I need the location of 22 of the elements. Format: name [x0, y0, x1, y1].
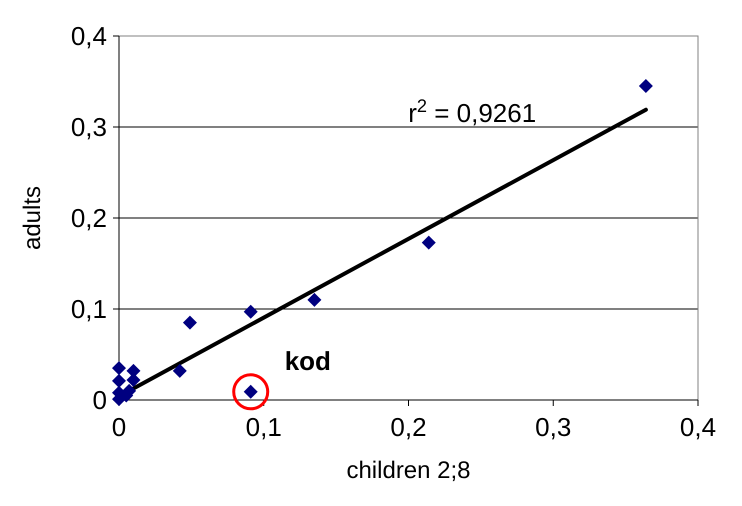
annotation: kod — [284, 346, 331, 376]
point — [112, 361, 126, 376]
y-tick-label: 0,2 — [70, 203, 107, 233]
point — [638, 79, 653, 94]
y-tick-label: 0 — [92, 385, 107, 415]
x-tick-label: 0,4 — [680, 412, 716, 442]
x-tick-label: 0 — [112, 412, 126, 442]
point — [244, 304, 258, 319]
y-tick-label: 0,3 — [70, 112, 107, 142]
x-axis-title: children 2;8 — [346, 457, 471, 484]
point — [182, 316, 197, 330]
x-tick-label: 0,3 — [535, 412, 572, 442]
y-axis-title: adults — [19, 186, 46, 250]
point — [112, 374, 126, 388]
x-tick-label: 0,1 — [246, 412, 282, 442]
point — [172, 364, 187, 378]
point — [307, 292, 322, 307]
y-tick-label: 0,1 — [70, 294, 107, 324]
y-tick-label: 0,4 — [70, 21, 107, 51]
point — [422, 236, 436, 250]
x-tick-label: 0,2 — [390, 412, 427, 442]
annotation: r$^{2}$ = 0,9261 — [408, 96, 536, 128]
